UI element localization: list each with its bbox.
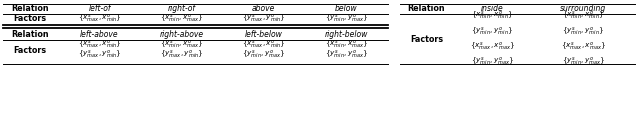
Text: $\{x^s_{min}, x^o_{max}\}$: $\{x^s_{min}, x^o_{max}\}$ <box>324 39 369 51</box>
Text: right-of: right-of <box>168 4 196 13</box>
Text: Relation: Relation <box>408 4 445 13</box>
Text: $\{x^s_{max}, x^o_{min}\}$: $\{x^s_{max}, x^o_{min}\}$ <box>77 39 122 51</box>
Text: Factors: Factors <box>13 46 47 55</box>
Text: $\{x^s_{max}, x^o_{max}\}$: $\{x^s_{max}, x^o_{max}\}$ <box>470 41 515 53</box>
Text: $\{y^s_{min}, y^o_{max}\}$: $\{y^s_{min}, y^o_{max}\}$ <box>324 49 369 61</box>
Text: $\{y^s_{max}, y^o_{min}\}$: $\{y^s_{max}, y^o_{min}\}$ <box>160 49 204 61</box>
Text: $\{y^s_{min}, y^o_{min}\}$: $\{y^s_{min}, y^o_{min}\}$ <box>563 25 605 38</box>
Text: $\{x^s_{min}, x^o_{min}\}$: $\{x^s_{min}, x^o_{min}\}$ <box>472 10 514 22</box>
Text: left-of: left-of <box>88 4 111 13</box>
Text: above: above <box>252 4 275 13</box>
Text: surrounding: surrounding <box>561 4 607 13</box>
Text: $\{y^s_{min}, y^o_{max}\}$: $\{y^s_{min}, y^o_{max}\}$ <box>324 13 369 25</box>
Text: $\{x^s_{min}, x^o_{min}\}$: $\{x^s_{min}, x^o_{min}\}$ <box>563 10 605 22</box>
Text: inside: inside <box>481 4 504 13</box>
Text: $\{y^s_{min}, y^o_{max}\}$: $\{y^s_{min}, y^o_{max}\}$ <box>470 56 515 68</box>
Text: Factors: Factors <box>410 35 443 44</box>
Text: $\{y^s_{min}, y^o_{min}\}$: $\{y^s_{min}, y^o_{min}\}$ <box>472 25 514 38</box>
Text: $\{x^s_{min}, x^o_{max}\}$: $\{x^s_{min}, x^o_{max}\}$ <box>160 39 204 51</box>
Text: Factors: Factors <box>13 14 47 23</box>
Text: right-below: right-below <box>325 29 368 39</box>
Text: right-above: right-above <box>160 29 204 39</box>
Text: $\{x^s_{max}, x^o_{min}\}$: $\{x^s_{max}, x^o_{min}\}$ <box>242 39 285 51</box>
Text: $\{y^s_{min}, y^o_{max}\}$: $\{y^s_{min}, y^o_{max}\}$ <box>562 56 605 68</box>
Text: $\{y^s_{max}, y^o_{min}\}$: $\{y^s_{max}, y^o_{min}\}$ <box>77 49 122 61</box>
Text: left-above: left-above <box>80 29 119 39</box>
Text: $\{y^s_{min}, y^o_{max}\}$: $\{y^s_{min}, y^o_{max}\}$ <box>242 49 285 61</box>
Text: below: below <box>335 4 358 13</box>
Text: $\{x^s_{max}, x^o_{max}\}$: $\{x^s_{max}, x^o_{max}\}$ <box>561 41 606 53</box>
Text: Relation: Relation <box>11 4 49 13</box>
Text: $\{x^s_{max}, x^o_{min}\}$: $\{x^s_{max}, x^o_{min}\}$ <box>77 13 122 25</box>
Text: $\{y^s_{max}, y^o_{min}\}$: $\{y^s_{max}, y^o_{min}\}$ <box>242 13 285 25</box>
Text: Relation: Relation <box>11 29 49 39</box>
Text: $\{x^s_{min}, x^o_{max}\}$: $\{x^s_{min}, x^o_{max}\}$ <box>160 13 204 25</box>
Text: left-below: left-below <box>244 29 282 39</box>
